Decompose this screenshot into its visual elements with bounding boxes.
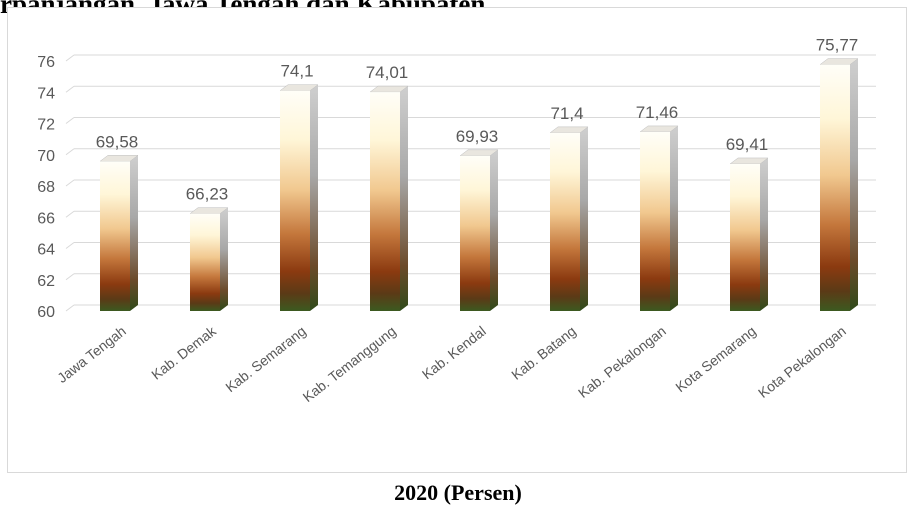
x-tick-label: Kab. Demak [148, 322, 219, 383]
bar [549, 126, 589, 311]
x-tick-label: Kota Pekalongan [755, 323, 849, 401]
chart-caption: 2020 (Persen) [394, 480, 522, 505]
x-tick-label: Kab. Batang [508, 323, 579, 383]
data-label: 75,77 [816, 36, 859, 55]
y-tick-label: 60 [37, 304, 55, 321]
x-tick-label: Kab. Temanggung [300, 323, 399, 405]
bar [99, 155, 139, 311]
bar [819, 58, 859, 311]
y-tick-label: 74 [37, 85, 55, 102]
y-tick-label: 76 [37, 54, 55, 71]
x-tick-label: Kab. Pekalongan [575, 323, 669, 401]
data-label: 69,93 [456, 127, 499, 146]
data-label: 66,23 [186, 185, 229, 204]
bar [729, 157, 769, 311]
data-label: 74,01 [366, 63, 409, 82]
y-tick-label: 62 [37, 273, 55, 290]
chart-area: 60 62 64 66 68 70 72 74 76 69,58 66,23 74,1 74,01 69… [7, 7, 907, 473]
y-tick-label: 64 [37, 242, 55, 259]
bar [279, 84, 319, 311]
y-tick-label: 66 [37, 210, 55, 227]
y-tick-label: 70 [37, 148, 55, 165]
data-label: 71,4 [550, 104, 583, 123]
x-tick-label: Kota Semarang [672, 323, 759, 396]
y-tick-label: 72 [37, 117, 55, 134]
data-label: 69,41 [726, 135, 769, 154]
bar [189, 207, 229, 311]
bar-chart: 60 62 64 66 68 70 72 74 76 69,58 66,23 74,1 74,01 69… [37, 36, 876, 405]
x-tick-label: Kab. Semarang [222, 323, 309, 396]
x-tick-label: Kab. Kendal [419, 323, 489, 383]
y-tick-label: 68 [37, 179, 55, 196]
bar [639, 125, 679, 311]
bar [459, 149, 499, 311]
bar [369, 85, 409, 311]
data-label: 74,1 [280, 62, 313, 81]
data-label: 69,58 [96, 132, 139, 151]
x-tick-label: Jawa Tengah [54, 323, 129, 386]
data-label: 71,46 [636, 103, 679, 122]
